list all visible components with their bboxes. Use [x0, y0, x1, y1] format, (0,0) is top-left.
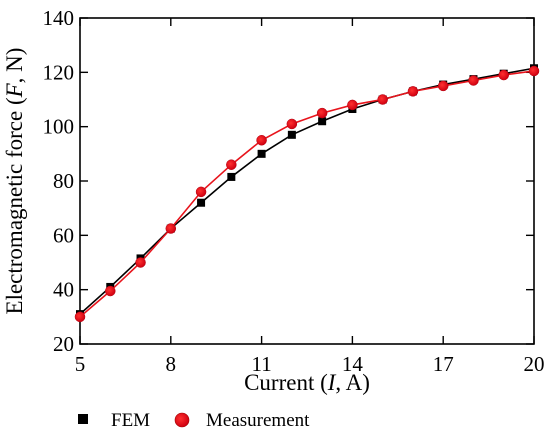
data-point-measurement [105, 285, 116, 297]
data-point-fem [318, 117, 327, 126]
data-point-measurement [256, 135, 267, 146]
legend-label-measurement: Measurement [206, 410, 310, 431]
x-tick-label: 8 [166, 352, 177, 376]
series-line-fem [79, 67, 535, 315]
series-layer [74, 64, 540, 323]
data-point-fem [197, 198, 206, 207]
y-tick-label: 140 [43, 6, 75, 30]
y-tick-label: 20 [53, 332, 74, 356]
data-point-measurement [74, 311, 86, 323]
data-point-measurement [135, 257, 146, 268]
data-point-measurement [407, 86, 419, 97]
y-tick-label: 120 [43, 60, 75, 84]
x-tick-label: 20 [524, 352, 545, 376]
data-point-measurement [377, 94, 388, 105]
data-point-measurement [468, 75, 479, 86]
tick-labels: 5 8 11 14 17 20 20 40 60 80 100 120 140 [43, 6, 545, 376]
data-point-measurement [316, 107, 328, 119]
data-point-fem [227, 172, 236, 181]
y-tick-label: 40 [53, 278, 74, 302]
data-point-measurement [437, 80, 449, 92]
data-point-measurement [528, 65, 540, 77]
data-point-fem [287, 130, 296, 139]
legend-label-fem: FEM [111, 410, 150, 431]
x-axis-label: Current (I, A) [244, 370, 370, 395]
data-point-measurement [165, 223, 177, 234]
data-point-measurement [195, 186, 207, 198]
x-tick-label: 5 [75, 352, 86, 376]
series-measurement [74, 65, 540, 323]
x-tick-label: 17 [433, 352, 454, 376]
data-point-measurement [226, 159, 237, 170]
plot-frame [79, 17, 535, 345]
y-tick-label: 60 [53, 223, 74, 247]
y-tick-label: 80 [53, 169, 74, 193]
axis-ticks [79, 17, 535, 345]
x-tick-label: 11 [251, 352, 271, 376]
y-axis-label: Electromagnetic force (F, N) [2, 48, 27, 315]
legend-marker-fem [78, 414, 88, 424]
legend-marker-measurement [174, 412, 190, 428]
y-tick-label: 100 [43, 115, 75, 139]
legend: FEM Measurement [78, 410, 310, 431]
x-tick-label: 14 [342, 352, 364, 376]
data-point-measurement [498, 69, 509, 81]
series-line-measurement [79, 70, 535, 318]
data-point-measurement [347, 99, 358, 111]
series-fem [76, 64, 538, 319]
data-point-measurement [286, 118, 298, 130]
data-point-fem [257, 149, 266, 158]
